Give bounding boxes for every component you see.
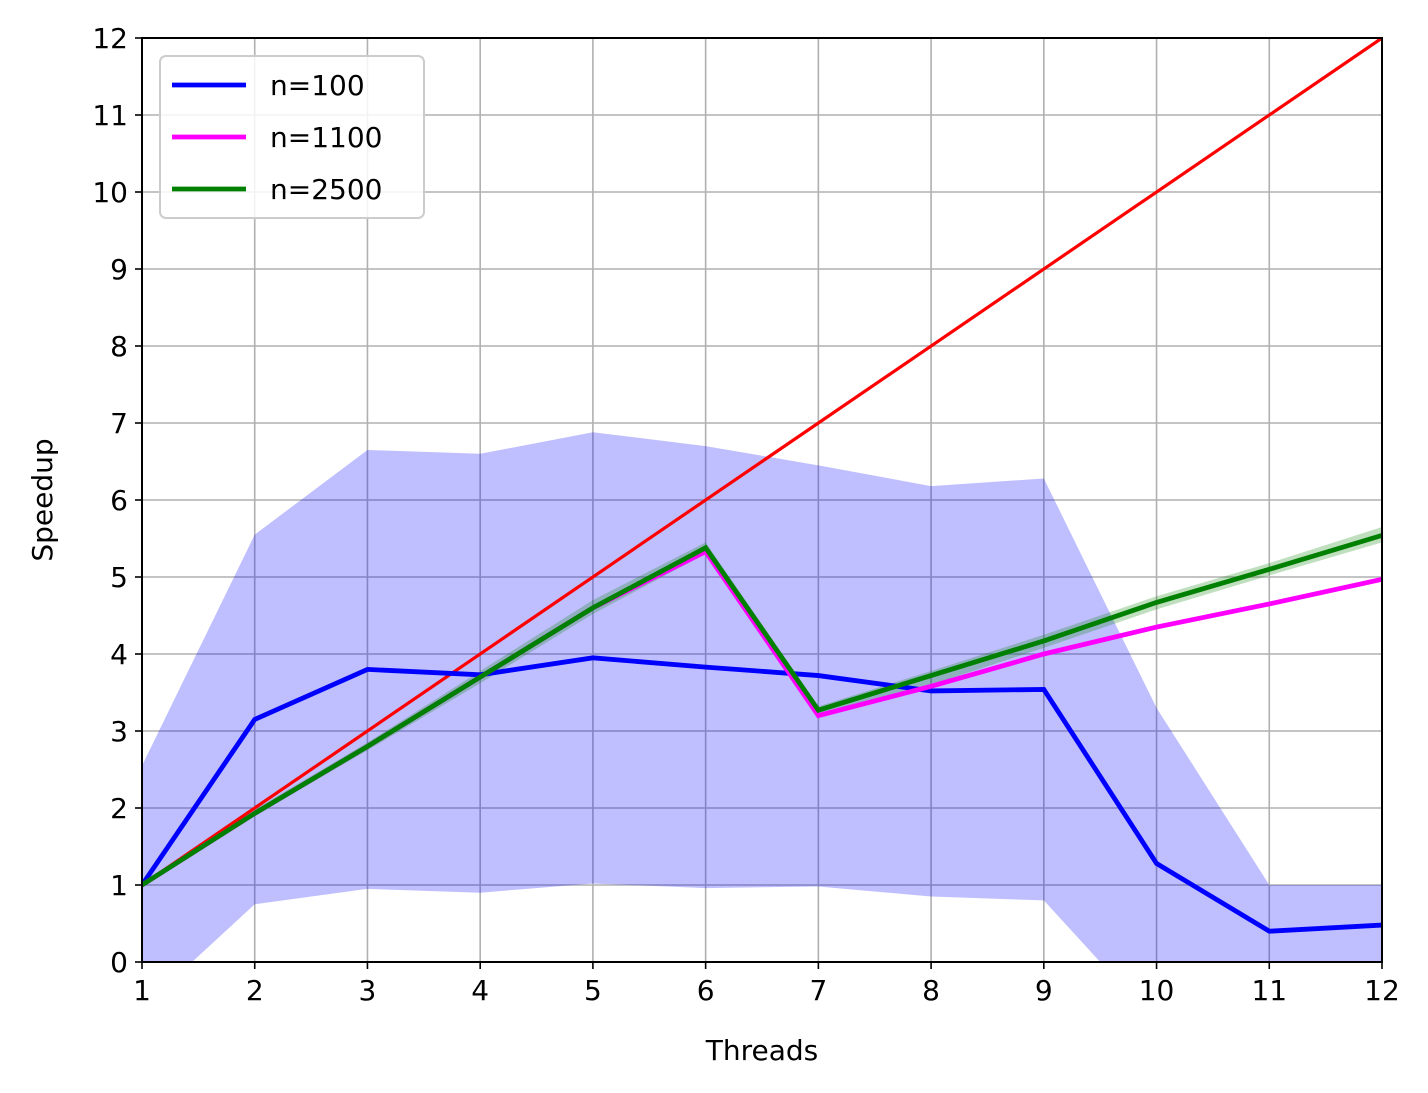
y-tick-label: 6 [110, 484, 128, 517]
x-tick-label: 10 [1139, 974, 1175, 1007]
x-tick-label: 8 [922, 974, 940, 1007]
x-tick-label: 4 [471, 974, 489, 1007]
band-n=100 [142, 432, 1382, 962]
x-axis-title: Threads [705, 1034, 819, 1067]
x-tick-label: 5 [584, 974, 602, 1007]
x-tick-label: 12 [1364, 974, 1400, 1007]
y-tick-label: 4 [110, 638, 128, 671]
x-tick-label: 3 [359, 974, 377, 1007]
legend-label: n=2500 [270, 173, 382, 206]
y-tick-label: 12 [92, 22, 128, 55]
x-tick-label: 2 [246, 974, 264, 1007]
reference-line-ideal [142, 38, 1382, 887]
y-tick-label: 3 [110, 715, 128, 748]
x-tick-label: 7 [809, 974, 827, 1007]
y-tick-label: 9 [110, 253, 128, 286]
y-tick-label: 0 [110, 946, 128, 979]
y-tick-label: 1 [110, 869, 128, 902]
legend-label: n=100 [270, 69, 365, 102]
legend-label: n=1100 [270, 121, 382, 154]
series-lines [142, 38, 1382, 934]
legend-box [159, 55, 425, 219]
series-line-n=2500 [142, 533, 1382, 888]
y-tick-label: 7 [110, 407, 128, 440]
y-tick-label: 8 [110, 330, 128, 363]
series-line-n=100 [142, 655, 1382, 934]
y-axis-title: Speedup [26, 438, 59, 561]
confidence-bands [142, 432, 1382, 962]
x-tick-label: 1 [133, 974, 151, 1007]
y-tick-label: 2 [110, 792, 128, 825]
y-tick-label: 5 [110, 561, 128, 594]
y-tick-label: 10 [92, 176, 128, 209]
x-tick-label: 11 [1251, 974, 1287, 1007]
y-tick-label: 11 [92, 99, 128, 132]
x-tick-label: 9 [1035, 974, 1053, 1007]
x-tick-label: 6 [697, 974, 715, 1007]
legend: n=100 n=1100 n=2500 [159, 55, 425, 219]
